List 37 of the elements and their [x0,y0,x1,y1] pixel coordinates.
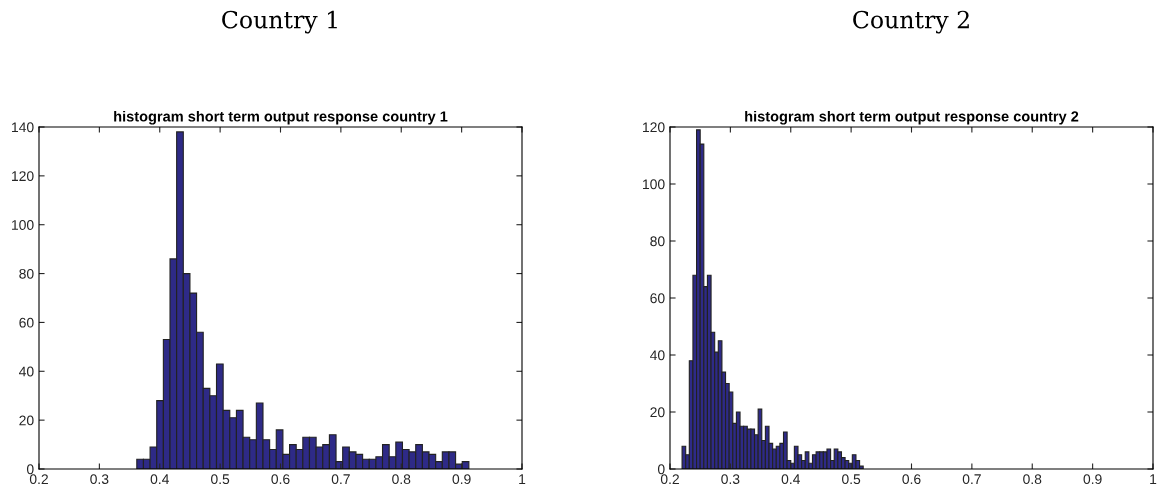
y-tick-label: 40 [19,366,34,377]
x-tick-label: 0.7 [331,474,350,485]
x-tick-label: 0.4 [150,474,169,485]
x-tick-label: 0.8 [1023,474,1042,485]
x-tick-label: 0.2 [660,474,679,485]
y-tick-label: 0 [26,464,34,475]
x-tick-label: 0.3 [721,474,740,485]
x-tick-label: 0.9 [1083,474,1102,485]
chart-subtitle: histogram short term output response country 2 [745,110,1079,125]
x-tick-label: 0.9 [452,474,471,485]
y-tick-label: 100 [12,220,34,230]
y-tick-label: 60 [19,317,34,328]
x-tick-label: 0.4 [781,474,800,485]
y-tick-label: 20 [19,415,34,426]
x-tick-label: 0.6 [902,474,921,485]
y-tick-label: 0 [657,464,665,475]
y-tick-label: 100 [643,179,665,190]
x-tick-label: 0.8 [392,474,411,485]
y-tick-label: 80 [650,236,665,247]
chart-title: Country 2 [853,10,969,34]
chart-subtitle: histogram short term output response country 1 [114,110,448,125]
x-tick-label: 1 [1150,474,1157,484]
x-tick-label: 0.6 [271,474,290,485]
y-tick-label: 120 [643,122,665,133]
x-tick-label: 1 [519,474,526,484]
y-tick-label: 20 [650,407,665,418]
x-tick-label: 0.7 [962,474,981,485]
x-tick-label: 0.2 [29,474,48,485]
y-tick-label: 80 [19,268,34,279]
y-tick-label: 40 [650,350,665,361]
x-tick-label: 0.3 [90,474,109,485]
y-tick-label: 60 [650,293,665,304]
x-tick-label: 0.5 [211,474,230,485]
y-tick-label: 140 [12,122,34,133]
x-tick-label: 0.5 [842,474,861,485]
y-tick-label: 120 [12,171,34,182]
chart-title: Country 1 [222,10,337,34]
